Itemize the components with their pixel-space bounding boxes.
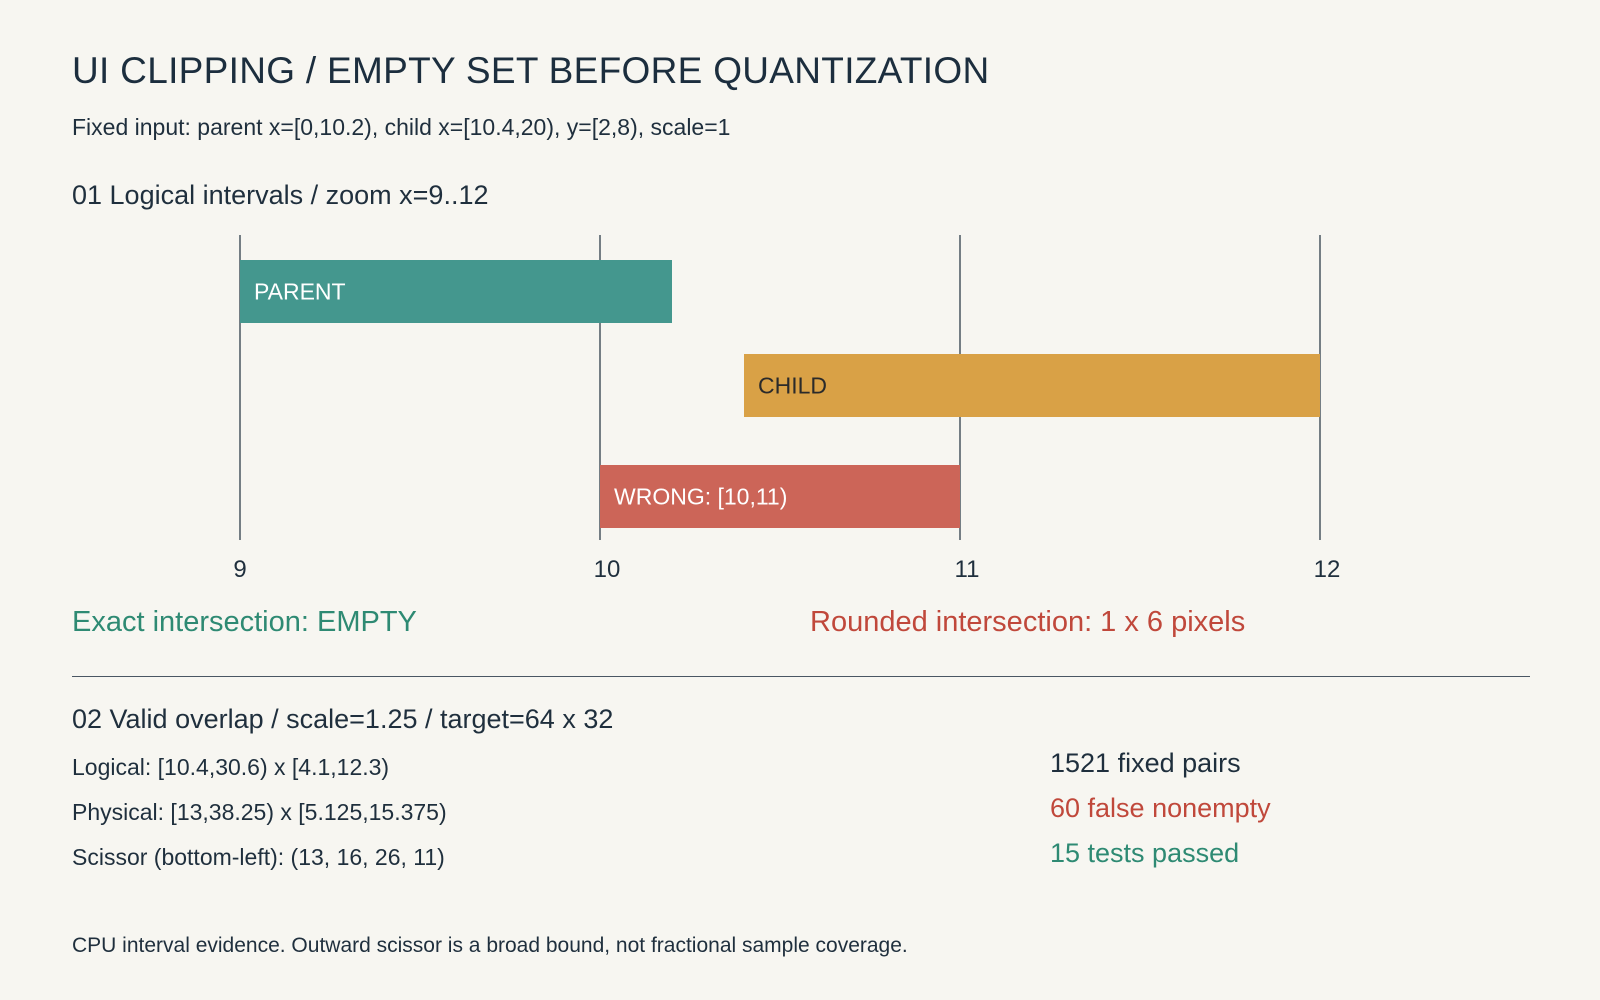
section-1-heading: 01 Logical intervals / zoom x=9..12 bbox=[72, 180, 489, 210]
interval-diagram: PARENT CHILD WRONG: [10,11) 9 10 11 12 bbox=[233, 235, 1341, 583]
parent-bar-rect bbox=[240, 260, 672, 323]
scissor-line: Scissor (bottom-left): (13, 16, 26, 11) bbox=[72, 844, 445, 870]
fixed-pairs-stat: 1521 fixed pairs bbox=[1050, 748, 1241, 778]
child-bar-label: CHILD bbox=[758, 373, 827, 399]
tick-label-9: 9 bbox=[233, 556, 246, 583]
wrong-bar-rect bbox=[600, 465, 960, 528]
tests-passed-stat: 15 tests passed bbox=[1050, 838, 1240, 868]
false-nonempty-stat: 60 false nonempty bbox=[1050, 793, 1271, 823]
child-bar-rect bbox=[744, 354, 1320, 417]
tick-label-11: 11 bbox=[955, 556, 980, 583]
section-2-heading: 02 Valid overlap / scale=1.25 / target=6… bbox=[72, 704, 614, 734]
rounded-intersection-result: Rounded intersection: 1 x 6 pixels bbox=[810, 606, 1246, 638]
section-divider bbox=[72, 676, 1530, 677]
page-title: UI CLIPPING / EMPTY SET BEFORE QUANTIZAT… bbox=[72, 50, 990, 91]
parent-bar: PARENT bbox=[240, 260, 672, 323]
page-subtitle: Fixed input: parent x=[0,10.2), child x=… bbox=[72, 114, 731, 140]
child-bar: CHILD bbox=[744, 354, 1320, 417]
wrong-bar-label: WRONG: [10,11) bbox=[614, 484, 787, 510]
physical-line: Physical: [13,38.25) x [5.125,15.375) bbox=[72, 799, 447, 825]
footer-note: CPU interval evidence. Outward scissor i… bbox=[72, 934, 908, 957]
wrong-bar: WRONG: [10,11) bbox=[600, 465, 960, 528]
tick-label-10: 10 bbox=[594, 556, 621, 583]
exact-intersection-result: Exact intersection: EMPTY bbox=[72, 606, 417, 638]
parent-bar-label: PARENT bbox=[254, 279, 346, 305]
tick-label-12: 12 bbox=[1314, 556, 1341, 583]
logical-line: Logical: [10.4,30.6) x [4.1,12.3) bbox=[72, 754, 390, 780]
